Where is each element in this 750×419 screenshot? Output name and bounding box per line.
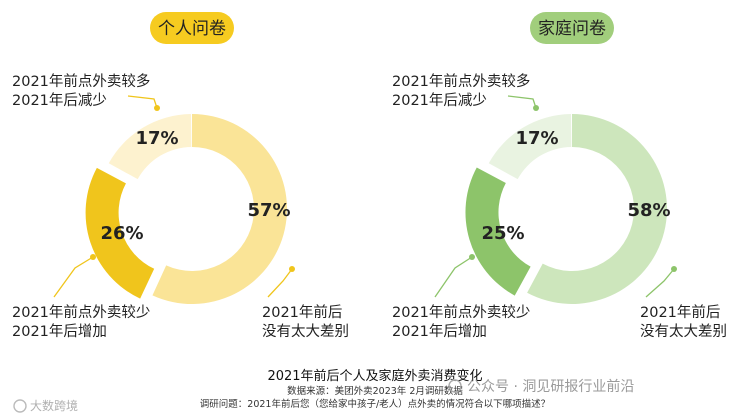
personal-category-label-2-0: 2021年前点外卖较多 <box>12 72 150 90</box>
figure-caption: 2021年前后个人及家庭外卖消费变化 <box>267 368 482 384</box>
personal-slice-0 <box>152 114 287 304</box>
family-leader-dot-0 <box>671 266 677 272</box>
family-leader-line-1 <box>434 256 473 298</box>
family-value-label-2: 17% <box>515 128 558 149</box>
family-category-label-1-1: 2021年后增加 <box>392 323 487 340</box>
personal-leader-line-0 <box>267 268 293 298</box>
personal-category-label-2-1: 2021年后减少 <box>12 92 107 109</box>
personal-category-label-1-0: 2021年前点外卖较少 <box>12 303 150 321</box>
family-category-label-2-1: 2021年后减少 <box>392 92 487 109</box>
personal-slice-2 <box>108 114 192 180</box>
family-chart-title: 家庭问卷 <box>538 19 606 39</box>
brand-logo-icon <box>13 399 27 413</box>
personal-category-label-0-0: 2021年前后 <box>262 304 342 321</box>
wechat-icon <box>448 379 462 393</box>
personal-value-label-0: 57% <box>247 200 290 221</box>
family-value-label-0: 58% <box>627 200 670 221</box>
family-title-pill <box>530 12 614 44</box>
survey-question-note: 调研问题：2021年前后您（您给家中孩子/老人）点外卖的情况符合以下哪项描述？ <box>200 398 550 410</box>
watermark-left-text: 大数跨境 <box>30 398 78 413</box>
personal-value-label-1: 26% <box>100 223 143 244</box>
data-source-note: 数据来源：美团外卖2023年 2月调研数据 <box>287 385 463 397</box>
personal-leader-line-2 <box>127 95 158 109</box>
family-category-label-2-0: 2021年前点外卖较多 <box>392 72 530 90</box>
family-slice-0 <box>527 114 667 305</box>
personal-leader-dot-1 <box>90 254 96 260</box>
family-leader-dot-2 <box>533 105 539 111</box>
personal-leader-dot-2 <box>154 105 160 111</box>
personal-category-label-0-1: 没有太大差别 <box>262 323 349 340</box>
family-value-label-1: 25% <box>481 223 524 244</box>
personal-slice-1 <box>85 167 155 299</box>
family-category-label-1-0: 2021年前点外卖较少 <box>392 303 530 321</box>
family-category-label-0-1: 没有太大差别 <box>640 323 727 340</box>
personal-chart-title: 个人问卷 <box>158 19 226 39</box>
family-category-label-0-0: 2021年前后 <box>640 304 720 321</box>
family-leader-dot-1 <box>469 254 475 260</box>
watermark-left: 大数跨境 <box>13 398 78 413</box>
personal-value-label-2: 17% <box>135 128 178 149</box>
watermark-right-text: 公众号 · 洞见研报行业前沿 <box>467 378 634 395</box>
watermark-right: 公众号 · 洞见研报行业前沿 <box>448 378 634 395</box>
family-slice-2 <box>488 114 572 180</box>
personal-title-pill <box>150 12 234 44</box>
personal-leader-dot-0 <box>289 266 295 272</box>
family-leader-line-0 <box>645 268 675 298</box>
personal-category-label-1-1: 2021年后增加 <box>12 323 107 340</box>
family-slice-1 <box>465 167 531 296</box>
family-leader-line-2 <box>507 95 537 109</box>
personal-leader-line-1 <box>53 256 94 298</box>
